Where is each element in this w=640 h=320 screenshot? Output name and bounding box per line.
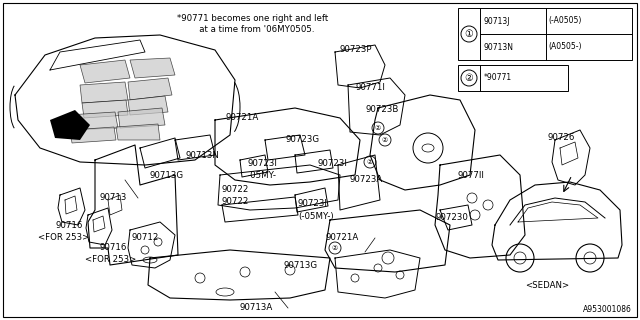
Polygon shape bbox=[70, 127, 116, 143]
Text: 90716: 90716 bbox=[100, 244, 127, 252]
Text: <SEDAN>: <SEDAN> bbox=[525, 281, 569, 290]
Text: -05MY-: -05MY- bbox=[248, 171, 277, 180]
Bar bbox=[458, 65, 568, 91]
Text: 90723I: 90723I bbox=[318, 158, 348, 167]
Text: (-05MY-): (-05MY-) bbox=[298, 212, 333, 220]
Text: 90726: 90726 bbox=[548, 133, 575, 142]
Text: 90713N: 90713N bbox=[484, 43, 514, 52]
Text: ①: ① bbox=[465, 29, 474, 39]
Text: ②: ② bbox=[375, 125, 381, 131]
Polygon shape bbox=[80, 82, 128, 103]
Text: 90713: 90713 bbox=[100, 194, 127, 203]
Text: (A0505-): (A0505-) bbox=[548, 43, 582, 52]
Polygon shape bbox=[118, 108, 165, 128]
Text: 90723I: 90723I bbox=[298, 199, 328, 209]
Polygon shape bbox=[128, 96, 168, 115]
Text: 907230: 907230 bbox=[435, 213, 468, 222]
Text: 90713G: 90713G bbox=[283, 260, 317, 269]
Polygon shape bbox=[82, 100, 128, 118]
Text: 90723P: 90723P bbox=[340, 45, 372, 54]
Text: (-A0505): (-A0505) bbox=[548, 17, 581, 26]
Polygon shape bbox=[130, 58, 175, 78]
Text: <FOR 253>: <FOR 253> bbox=[85, 255, 136, 265]
Text: ②: ② bbox=[332, 245, 338, 251]
Text: 90713J: 90713J bbox=[484, 17, 511, 26]
Text: A953001086: A953001086 bbox=[583, 305, 632, 314]
Text: 90723G: 90723G bbox=[285, 135, 319, 145]
Text: ②: ② bbox=[382, 137, 388, 143]
Text: 90713N: 90713N bbox=[185, 150, 219, 159]
Polygon shape bbox=[50, 110, 90, 140]
Polygon shape bbox=[68, 112, 118, 130]
Polygon shape bbox=[128, 78, 172, 100]
Polygon shape bbox=[80, 60, 130, 83]
Text: 90722: 90722 bbox=[222, 197, 250, 206]
Polygon shape bbox=[116, 124, 160, 140]
Text: 90723A: 90723A bbox=[350, 175, 383, 185]
Text: 90712: 90712 bbox=[132, 234, 159, 243]
Text: 90716: 90716 bbox=[55, 220, 83, 229]
Text: *90771: *90771 bbox=[484, 74, 512, 83]
Text: <FOR 253>: <FOR 253> bbox=[38, 234, 89, 243]
Text: 90713G: 90713G bbox=[150, 171, 184, 180]
Text: 90723I: 90723I bbox=[248, 158, 278, 167]
Text: 9077II: 9077II bbox=[458, 171, 485, 180]
Text: 90721A: 90721A bbox=[225, 114, 259, 123]
Text: 90771I: 90771I bbox=[355, 84, 385, 92]
Text: *90771 becomes one right and left
   at a time from '06MY0505.: *90771 becomes one right and left at a t… bbox=[177, 14, 328, 34]
Text: ②: ② bbox=[367, 159, 373, 165]
Text: ②: ② bbox=[465, 73, 474, 83]
Text: 90721A: 90721A bbox=[325, 234, 358, 243]
Text: 90722: 90722 bbox=[222, 186, 250, 195]
Bar bbox=[458, 8, 632, 60]
Text: 90723B: 90723B bbox=[365, 106, 398, 115]
Text: 90713A: 90713A bbox=[240, 303, 273, 313]
